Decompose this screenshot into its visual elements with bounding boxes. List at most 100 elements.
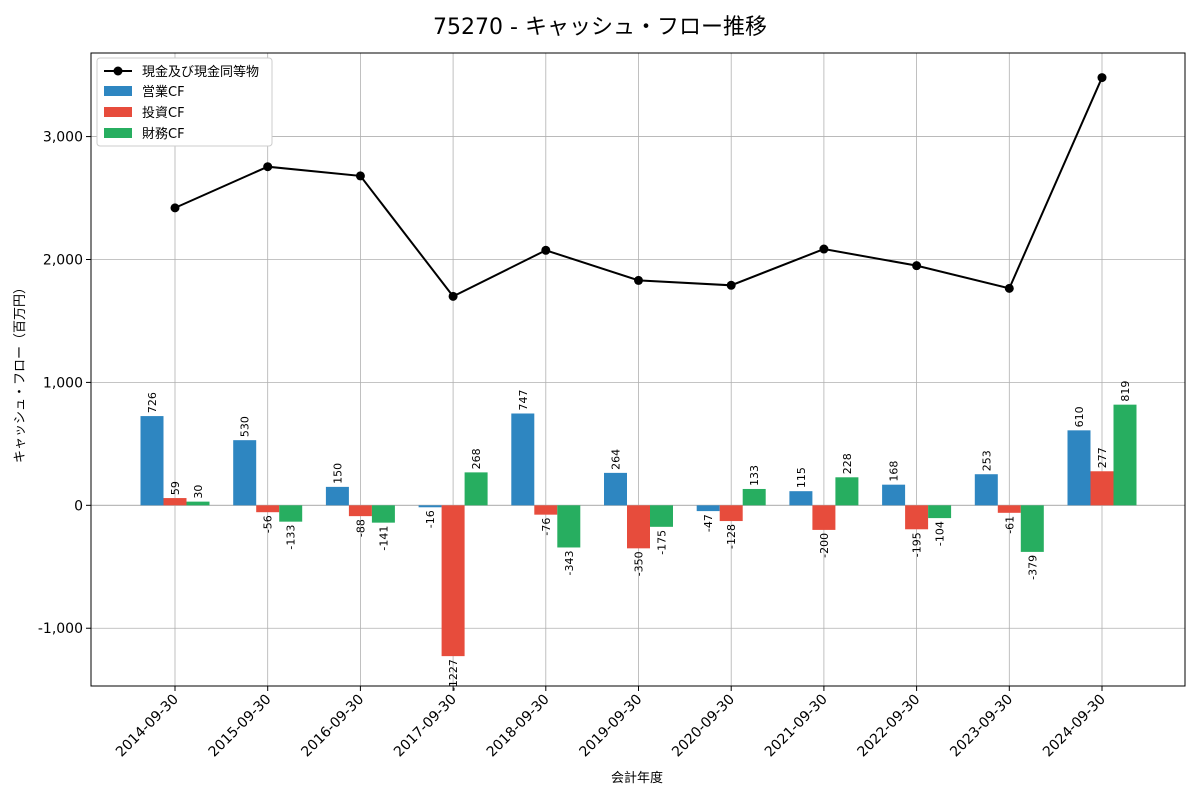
- cash-point: [170, 203, 180, 213]
- legend-swatch: [104, 128, 132, 138]
- x-tick-label: 2020-09-30: [669, 692, 738, 761]
- data-label: 228: [841, 453, 854, 474]
- data-label: -128: [725, 524, 738, 549]
- bar: [812, 505, 836, 530]
- data-label: -1227: [447, 659, 460, 691]
- bar: [928, 505, 952, 519]
- bar: [371, 505, 395, 523]
- data-label: 168: [888, 461, 901, 482]
- bar: [974, 474, 998, 506]
- data-label: 268: [470, 448, 483, 469]
- bar: [325, 486, 349, 506]
- bar: [511, 413, 535, 506]
- data-label: -141: [377, 526, 390, 551]
- data-label: -56: [262, 515, 275, 533]
- data-label: 253: [980, 450, 993, 471]
- bar: [256, 505, 280, 513]
- data-label: -104: [934, 521, 947, 546]
- bar: [1090, 471, 1114, 506]
- x-tick-label: 2016-09-30: [298, 692, 367, 761]
- data-label: -88: [354, 519, 367, 537]
- legend-line-marker: [113, 66, 123, 76]
- x-tick-label: 2023-09-30: [947, 692, 1016, 761]
- data-label: -61: [1003, 516, 1016, 534]
- data-label: -343: [563, 550, 576, 575]
- data-label: 747: [517, 390, 530, 411]
- cash-point: [448, 291, 458, 301]
- data-label: -47: [702, 514, 715, 532]
- bar: [1113, 404, 1137, 506]
- bar: [464, 472, 488, 506]
- cash-point: [634, 275, 643, 285]
- bar: [279, 505, 303, 522]
- x-tick-label: 2022-09-30: [855, 692, 924, 761]
- y-tick-label: 1,000: [43, 375, 83, 391]
- bar: [789, 491, 813, 506]
- data-label: 133: [748, 465, 761, 486]
- legend-label: 財務CF: [142, 127, 185, 142]
- axis-layer: -1,000 0 1,000 2,000 3,000 2014-09-30 2015-09-…: [38, 52, 1186, 761]
- x-tick-label: 2018-09-30: [484, 692, 553, 761]
- data-label: 726: [146, 392, 159, 413]
- bar: [186, 501, 210, 506]
- bar: [650, 505, 673, 527]
- y-tick-label: 3,000: [43, 130, 83, 146]
- data-label: 277: [1096, 447, 1109, 468]
- chart-title: 75270 - キャッシュ・フロー推移: [433, 15, 767, 40]
- cash-point: [912, 261, 922, 271]
- legend-label: 営業CF: [142, 84, 185, 100]
- bar: [997, 505, 1021, 513]
- bar: [719, 505, 743, 522]
- x-axis-label: 会計年度: [611, 770, 663, 786]
- data-label: 115: [795, 467, 808, 488]
- data-label: -16: [424, 510, 437, 528]
- bar: [418, 505, 442, 508]
- data-label: -175: [656, 530, 669, 555]
- y-axis-label: キャッシュ・フロー（百万円）: [13, 281, 28, 463]
- data-label: -350: [633, 551, 646, 576]
- bar: [696, 505, 720, 512]
- cash-point: [541, 245, 551, 255]
- legend-swatch: [104, 86, 132, 96]
- bar: [441, 505, 465, 657]
- bar: [534, 505, 558, 515]
- bar: [557, 505, 581, 548]
- bar-layer: [140, 404, 1137, 657]
- x-tick-label: 2014-09-30: [113, 692, 182, 761]
- bar: [627, 505, 650, 549]
- x-tick-label: 2021-09-30: [762, 692, 831, 761]
- bar: [905, 505, 929, 530]
- y-tick-label: -1,000: [38, 621, 83, 637]
- legend-swatch: [104, 107, 132, 117]
- bar: [742, 488, 766, 506]
- bar: [1020, 505, 1044, 552]
- data-label-layer: 726 530 150 -16 747 264 -47 115 168 253 610 59 -56 -8…: [146, 381, 1132, 691]
- y-tick-label: 0: [74, 498, 83, 514]
- bar: [882, 484, 906, 506]
- data-label: 530: [239, 416, 252, 437]
- data-label: 150: [331, 463, 344, 484]
- x-tick-label: 2019-09-30: [576, 692, 645, 761]
- data-label: 264: [610, 449, 623, 470]
- line-layer: [170, 73, 1107, 301]
- data-label: -379: [1026, 555, 1039, 580]
- plot-frame: [90, 52, 1186, 687]
- y-tick-label: 2,000: [43, 252, 83, 268]
- bar: [835, 477, 859, 506]
- cash-point: [819, 244, 829, 254]
- x-tick-label: 2015-09-30: [206, 692, 275, 761]
- legend-label: 投資CF: [142, 105, 185, 121]
- data-label: -200: [818, 533, 831, 558]
- data-label: -133: [285, 525, 298, 550]
- bar: [163, 498, 187, 506]
- data-label: 59: [169, 481, 182, 495]
- legend-label: 現金及び現金同等物: [142, 64, 259, 80]
- data-label: 819: [1119, 381, 1132, 402]
- data-label: 30: [192, 485, 205, 499]
- bar: [348, 505, 372, 517]
- data-label: 610: [1073, 406, 1086, 427]
- grid-layer: [91, 53, 1185, 686]
- cash-point: [726, 280, 736, 290]
